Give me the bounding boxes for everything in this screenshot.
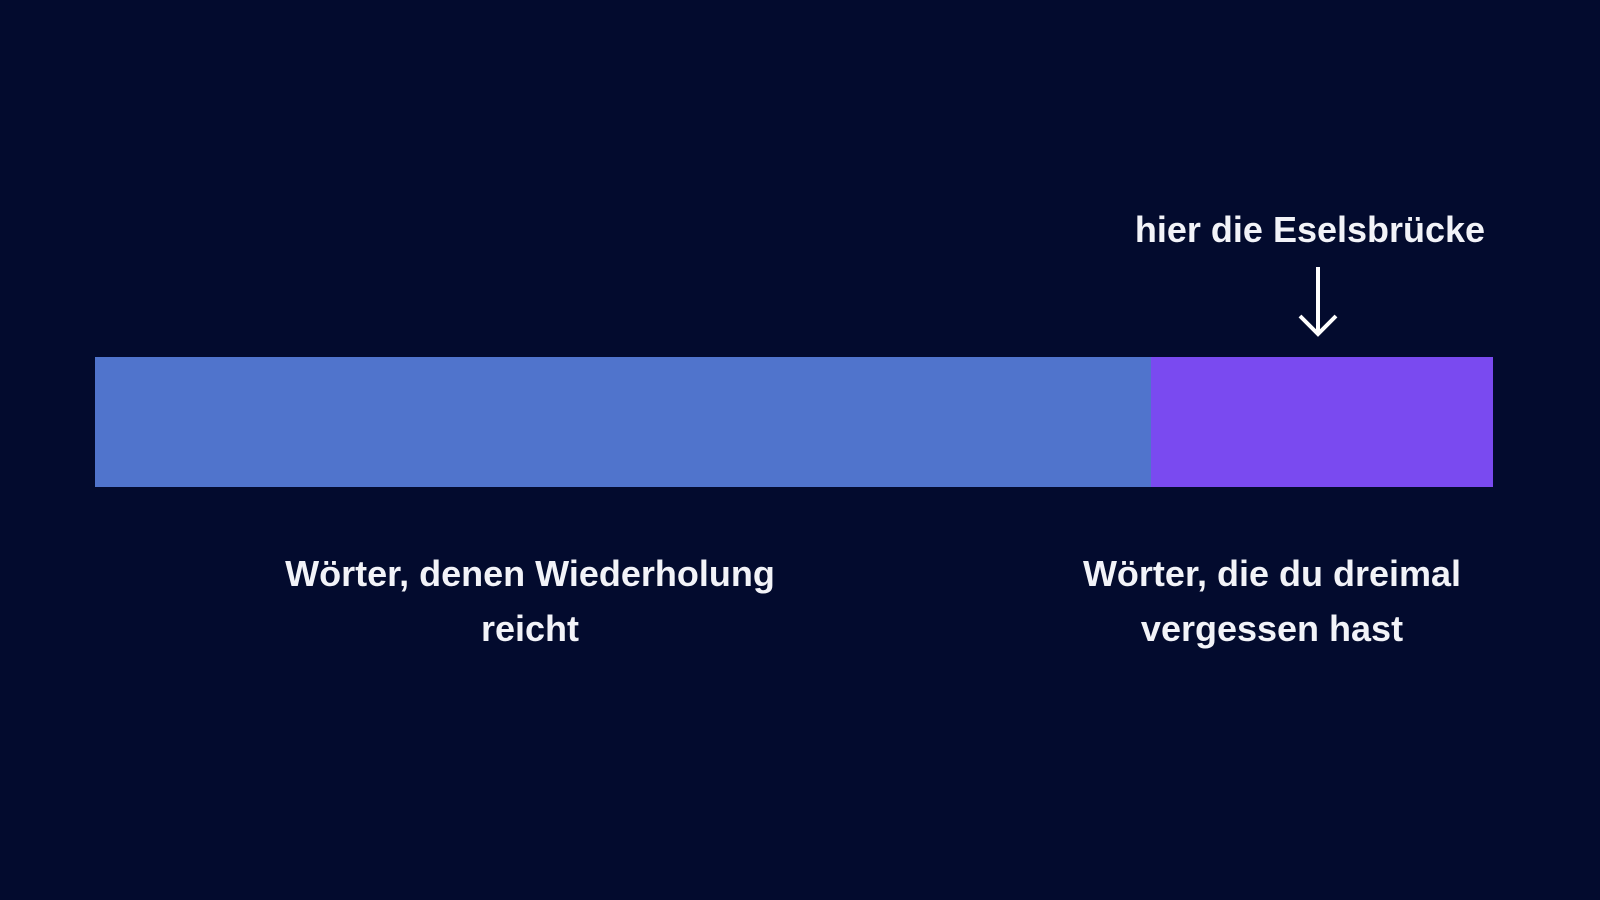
segment-label: Wörter, denen Wiederholung reicht xyxy=(285,553,775,649)
bar-segment-mnemonic xyxy=(1151,357,1493,487)
segment-label: Wörter, die du dreimal vergessen hast xyxy=(1082,553,1462,649)
arrow xyxy=(1298,267,1338,337)
annotation: hier die Eselsbrücke xyxy=(1134,209,1486,250)
bar-segment-repetition xyxy=(95,357,1151,487)
